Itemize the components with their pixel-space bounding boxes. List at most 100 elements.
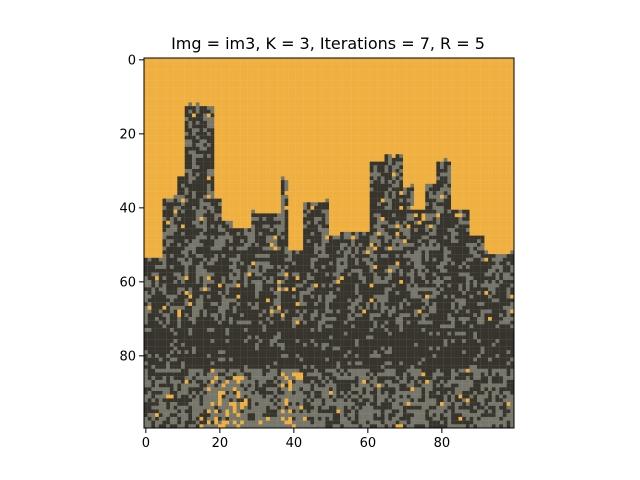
pixel-cell — [347, 135, 352, 140]
pixel-cell — [173, 87, 178, 92]
pixel-cell — [343, 106, 348, 110]
pixel-cell — [351, 209, 356, 214]
pixel-cell — [347, 146, 352, 151]
pixel-cell — [332, 80, 337, 85]
pixel-cell — [484, 213, 489, 218]
pixel-cell — [332, 95, 337, 99]
pixel-cell — [451, 239, 455, 244]
pixel-cell — [347, 109, 352, 114]
pixel-cell — [177, 187, 182, 192]
pixel-cell — [288, 139, 293, 144]
pixel-cell — [499, 231, 504, 236]
pixel-cell — [428, 157, 433, 162]
pixel-cell — [273, 98, 278, 103]
pixel-cell — [203, 180, 208, 184]
pixel-cell — [310, 220, 315, 225]
pixel-cell — [181, 109, 185, 114]
pixel-cell — [502, 235, 507, 240]
pixel-cell — [147, 95, 152, 99]
pixel-cell — [406, 146, 411, 151]
pixel-cell — [321, 132, 326, 136]
pixel-cell — [192, 143, 196, 147]
pixel-cell — [443, 80, 448, 85]
pixel-cell — [495, 202, 500, 207]
pixel-cell — [206, 83, 211, 88]
pixel-cell — [502, 72, 507, 77]
pixel-cell — [325, 76, 330, 81]
pixel-cell — [284, 72, 289, 77]
pixel-cell — [166, 161, 171, 166]
pixel-cell — [255, 80, 259, 85]
pixel-cell — [373, 206, 378, 210]
pixel-cell — [317, 106, 322, 110]
pixel-cell — [403, 120, 407, 125]
pixel-cell — [351, 128, 356, 133]
pixel-cell — [155, 135, 159, 140]
pixel-cell — [317, 135, 322, 140]
pixel-cell — [206, 128, 211, 133]
pixel-cell — [195, 146, 200, 151]
pixel-cell — [177, 235, 182, 240]
pixel-cell — [236, 102, 241, 107]
pixel-cell — [273, 206, 278, 210]
pixel-cell — [181, 217, 185, 221]
pixel-cell — [384, 91, 389, 96]
pixel-cell — [229, 187, 233, 192]
pixel-cell — [443, 187, 448, 192]
pixel-cell — [158, 154, 163, 159]
pixel-cell — [236, 187, 241, 192]
pixel-cell — [243, 169, 248, 173]
pixel-cell — [480, 194, 485, 199]
pixel-cell — [181, 165, 185, 170]
pixel-cell — [377, 161, 381, 166]
pixel-cell — [403, 206, 407, 210]
pixel-cell — [447, 191, 452, 196]
pixel-cell — [477, 76, 481, 81]
pixel-cell — [465, 135, 470, 140]
pixel-cell — [306, 169, 311, 173]
pixel-cell — [369, 224, 374, 229]
pixel-cell — [462, 213, 467, 218]
pixel-cell — [277, 202, 282, 207]
pixel-cell — [166, 120, 171, 125]
pixel-cell — [332, 128, 337, 133]
pixel-cell — [480, 58, 485, 62]
pixel-cell — [454, 113, 459, 118]
pixel-cell — [491, 150, 496, 155]
pixel-cell — [240, 172, 245, 177]
pixel-cell — [369, 109, 374, 114]
pixel-cell — [177, 76, 182, 81]
pixel-cell — [284, 95, 289, 99]
pixel-cell — [184, 202, 189, 207]
pixel-cell — [158, 191, 163, 196]
pixel-cell — [184, 213, 189, 218]
pixel-cell — [436, 154, 441, 159]
pixel-cell — [321, 187, 326, 192]
pixel-cell — [436, 183, 441, 188]
pixel-cell — [247, 83, 252, 88]
pixel-cell — [395, 198, 400, 203]
pixel-cell — [428, 202, 433, 207]
pixel-cell — [184, 187, 189, 192]
pixel-cell — [417, 76, 422, 81]
pixel-cell — [169, 198, 174, 203]
pixel-cell — [277, 172, 282, 177]
pixel-cell — [499, 194, 504, 199]
pixel-cell — [251, 58, 256, 62]
pixel-cell — [295, 206, 300, 210]
pixel-cell — [147, 183, 152, 188]
pixel-cell — [366, 128, 370, 133]
pixel-cell — [266, 202, 270, 207]
pixel-cell — [251, 139, 256, 144]
pixel-cell — [432, 135, 437, 140]
pixel-cell — [325, 220, 330, 225]
pixel-cell — [325, 109, 330, 114]
pixel-cell — [384, 213, 389, 218]
pixel-cell — [280, 228, 285, 233]
pixel-cell — [336, 191, 341, 196]
pixel-cell — [158, 194, 163, 199]
pixel-cell — [221, 124, 226, 129]
pixel-cell — [473, 172, 478, 177]
pixel-cell — [203, 106, 208, 110]
pixel-cell — [158, 124, 163, 129]
